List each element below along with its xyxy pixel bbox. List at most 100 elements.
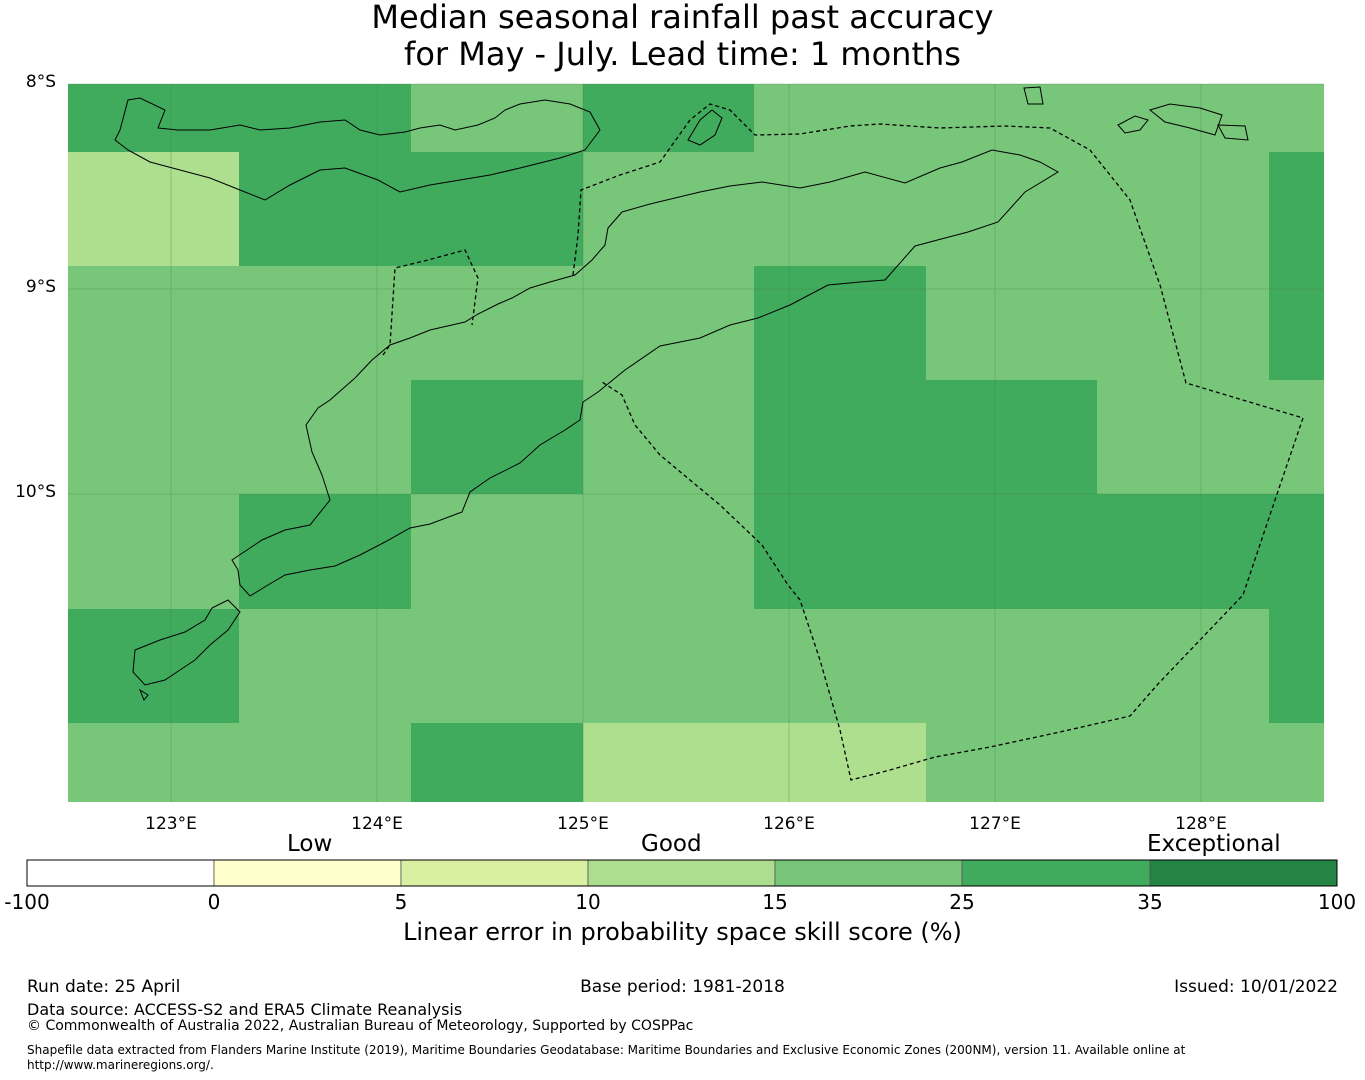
category-exceptional: Exceptional (1147, 831, 1281, 857)
colorbar-tick-label: 0 (207, 890, 221, 914)
grid-cell (926, 723, 1097, 802)
map-title-line2: for May - July. Lead time: 1 months (404, 35, 961, 73)
grid-cell (1269, 152, 1324, 266)
shapefile-credit-line1: Shapefile data extracted from Flanders M… (27, 1043, 1186, 1057)
category-low: Low (287, 831, 333, 857)
grid-cell (1269, 84, 1324, 152)
grid-cell (68, 152, 239, 266)
grid-cell (1269, 494, 1324, 609)
grid-cell (1097, 266, 1269, 380)
grid-cell (583, 723, 754, 802)
grid-cell (1097, 152, 1269, 266)
copyright-notice: © Commonwealth of Australia 2022, Austra… (27, 1018, 694, 1034)
ndao-island (138, 688, 149, 701)
grid-cell (68, 84, 239, 152)
base-period: Base period: 1981-2018 (580, 977, 785, 997)
grid-cell (583, 609, 754, 723)
timor-coastline (231, 149, 1059, 597)
grid-cell (68, 609, 239, 723)
grid-cell (239, 609, 411, 723)
grid-cell (411, 723, 583, 802)
grid-cell (926, 152, 1097, 266)
north-maritime-boundary (572, 103, 1304, 781)
rote-island (132, 599, 241, 686)
map-title-line1: Median seasonal rainfall past accuracy (371, 0, 994, 36)
grid-cell (754, 266, 926, 380)
grid-cell (239, 723, 411, 802)
colorbar-tick-label: 35 (1137, 890, 1163, 914)
grid-cell (411, 84, 583, 152)
kisar-island (1117, 115, 1149, 134)
grid-cell (583, 84, 754, 152)
colorbar-title: Linear error in probability space skill … (403, 918, 962, 946)
grid-cell (926, 494, 1097, 609)
eez-boundaries (382, 103, 1304, 781)
colorbar-tick-label: 15 (762, 890, 788, 914)
colorbar-tick-label: 10 (575, 890, 601, 914)
grid-cell (583, 266, 754, 380)
grid-cell (68, 723, 239, 802)
grid-cell (411, 609, 583, 723)
grid-cell (68, 380, 239, 494)
grid-cell (926, 266, 1097, 380)
grid-cell (583, 380, 754, 494)
grid-cell (926, 380, 1097, 494)
lon-label-128e: 128°E (1175, 814, 1227, 834)
issued-date: Issued: 10/01/2022 (1174, 977, 1338, 997)
lat-label-10s: 10°S (15, 482, 56, 502)
lat-label-8s: 8°S (25, 72, 56, 92)
grid-cell (411, 152, 583, 266)
grid-cell (754, 84, 926, 152)
colorbar-tick-label: 5 (394, 890, 408, 914)
run-date: Run date: 25 April (27, 977, 181, 997)
grid-cell (1269, 609, 1324, 723)
grid-cell (754, 152, 926, 266)
grid-cell (754, 380, 926, 494)
grid-cell (583, 494, 754, 609)
lon-label-125e: 125°E (557, 814, 609, 834)
grid-cell (239, 380, 411, 494)
grid-cell (754, 723, 926, 802)
grid-cell (1097, 723, 1269, 802)
grid-cell (583, 152, 754, 266)
grid-cell (1097, 84, 1269, 152)
grid-cell (239, 266, 411, 380)
colorbar-tick-label: -100 (4, 890, 50, 914)
grid-cell (926, 84, 1097, 152)
atauro-island (687, 109, 723, 146)
grid-cell (68, 494, 239, 609)
grid-cell (1097, 380, 1269, 494)
grid-cell (411, 266, 583, 380)
flores-coastline (114, 97, 601, 201)
grid-cell (926, 609, 1097, 723)
lat-label-9s: 9°S (25, 277, 56, 297)
lon-label-124e: 124°E (351, 814, 403, 834)
grid-cell (411, 494, 583, 609)
lon-label-127e: 127°E (969, 814, 1021, 834)
grid-cell (1097, 494, 1269, 609)
lon-label-123e: 123°E (145, 814, 197, 834)
grid-cell (1269, 723, 1324, 802)
grid-cell (68, 266, 239, 380)
grid-cell (1097, 609, 1269, 723)
grid-cell (754, 494, 926, 609)
oecusse-boundary (382, 249, 479, 356)
grid-cell (1269, 266, 1324, 380)
grid-cell (754, 609, 926, 723)
grid-cell (239, 84, 411, 152)
small-island-east (1217, 124, 1249, 141)
coastlines (114, 86, 1249, 701)
colorbar-tick-label: 100 (1317, 890, 1357, 914)
lon-label-126e: 126°E (763, 814, 815, 834)
grid-cell (411, 380, 583, 494)
category-good: Good (641, 831, 702, 857)
colorbar-tick-label: 25 (949, 890, 975, 914)
grid-cell (1269, 380, 1324, 494)
graticule (68, 83, 1324, 802)
data-source: Data source: ACCESS-S2 and ERA5 Climate … (27, 1000, 463, 1019)
grid-cell (239, 152, 411, 266)
shapefile-credit-line2: http://www.marineregions.org/. (27, 1058, 214, 1072)
skill-score-grid (68, 84, 1324, 802)
grid-cell (239, 494, 411, 609)
